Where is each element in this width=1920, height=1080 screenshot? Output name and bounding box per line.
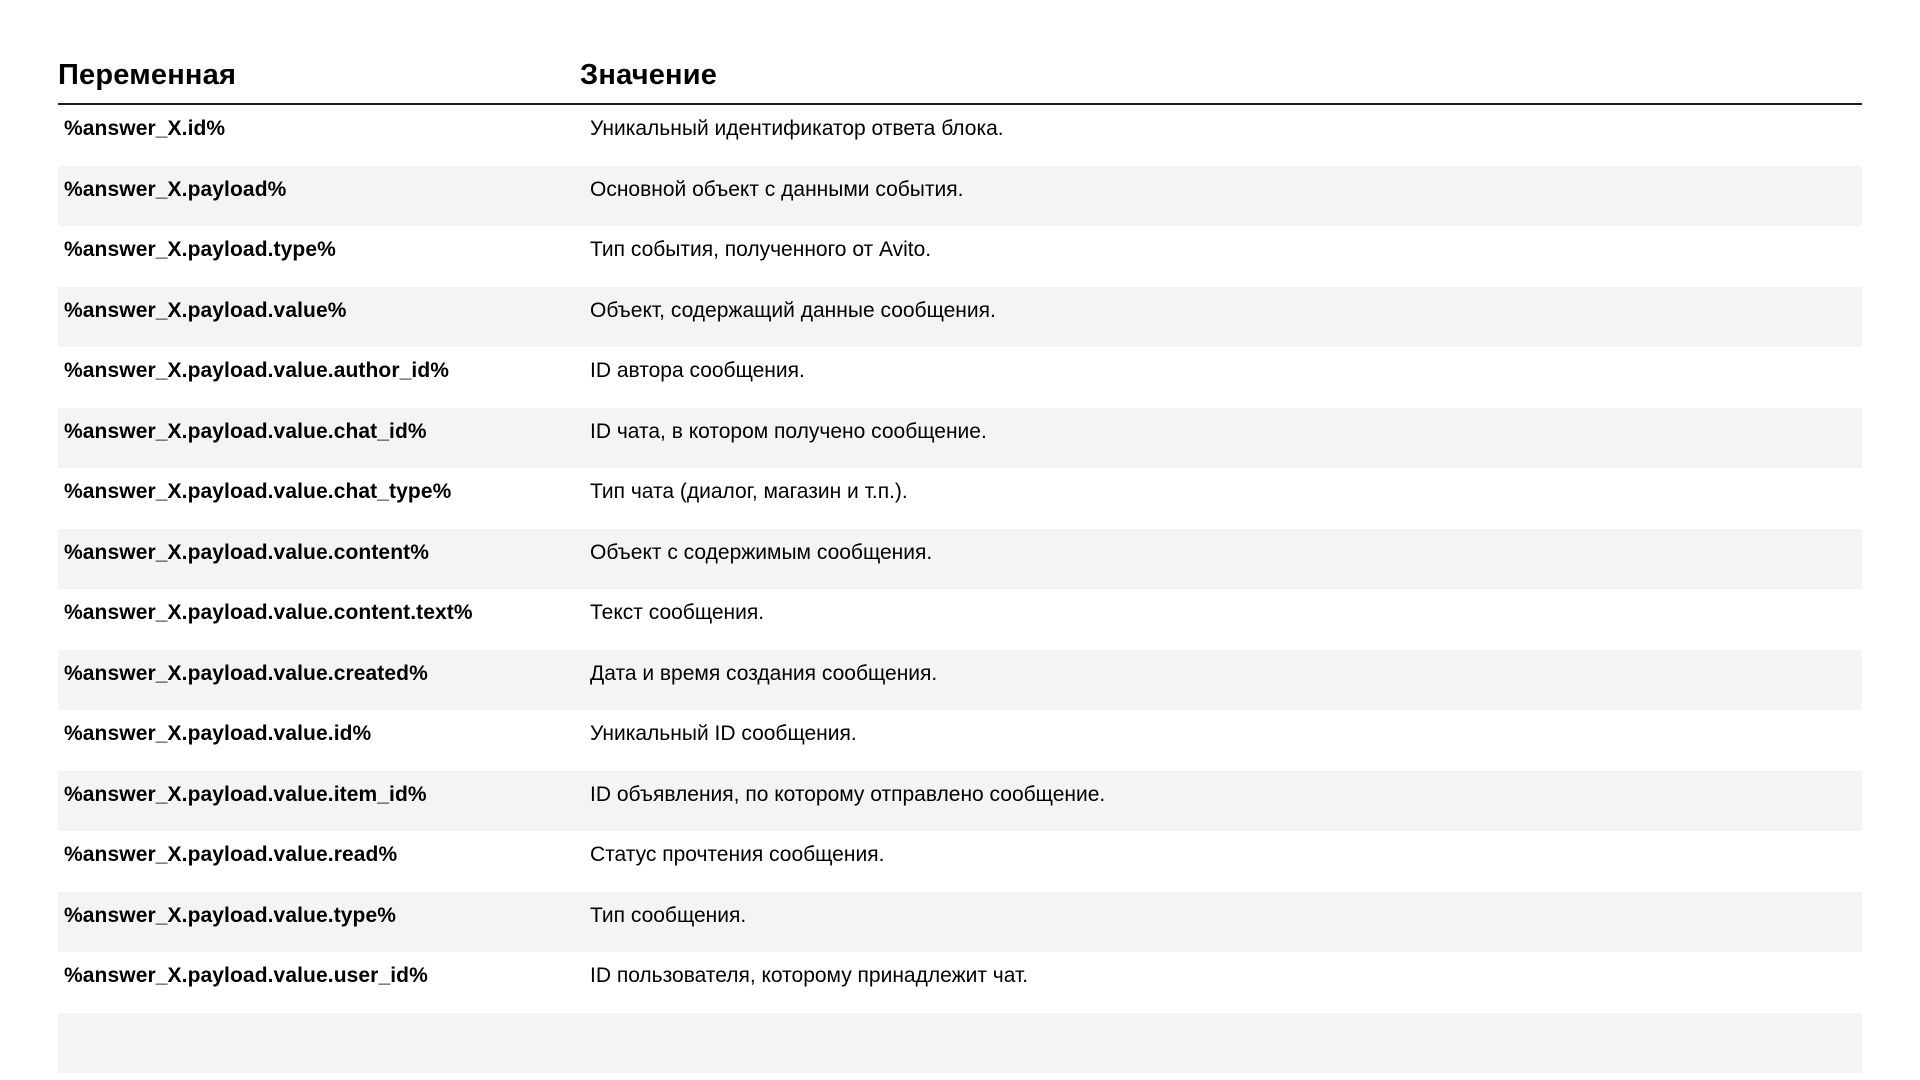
variable-cell: %answer_X.payload.value.user_id% — [64, 964, 428, 987]
variable-cell: %answer_X.payload.value.id% — [64, 722, 372, 745]
variable-cell: %answer_X.payload.value.read% — [64, 843, 398, 866]
variable-cell: %answer_X.payload.value.type% — [64, 903, 397, 927]
variable-cell: %answer_X.payload.value.author_id% — [64, 359, 450, 382]
variable-cell: %answer_X.payload.value.chat_id% — [64, 419, 427, 443]
column-header-variable: Переменная — [58, 59, 237, 91]
value-cell: ID чата, в котором получено сообщение. — [590, 419, 987, 443]
value-cell: Объект с содержимым сообщения. — [590, 540, 933, 564]
value-cell: ID автора сообщения. — [590, 359, 805, 382]
table-row: %answer_X.payload.value.user_id% ID поль… — [58, 952, 1862, 1013]
table-row-empty — [58, 1012, 1862, 1073]
table-row: %answer_X.payload.value.content% Объект … — [58, 528, 1862, 589]
table-row: %answer_X.payload.value.read% Статус про… — [58, 831, 1862, 892]
table-row: %answer_X.payload.value.chat_id% ID чата… — [58, 407, 1862, 468]
value-cell: Уникальный ID сообщения. — [590, 722, 857, 745]
variable-cell: %answer_X.payload.value.content.text% — [64, 601, 473, 624]
table-row: %answer_X.payload.value% Объект, содержа… — [58, 286, 1862, 347]
value-cell: Дата и время создания сообщения. — [590, 661, 938, 685]
table-row: %answer_X.payload.value.chat_type% Тип ч… — [58, 468, 1862, 529]
value-cell: Тип чата (диалог, магазин и т.п.). — [590, 480, 908, 503]
value-cell: Объект, содержащий данные сообщения. — [590, 298, 996, 322]
table-row: %answer_X.payload.value.item_id% ID объя… — [58, 770, 1862, 831]
variable-cell: %answer_X.payload.value.chat_type% — [64, 480, 452, 503]
variable-cell: %answer_X.payload.type% — [64, 238, 336, 261]
table-row: %answer_X.payload.value.type% Тип сообще… — [58, 891, 1862, 952]
variable-cell: %answer_X.payload.value.item_id% — [64, 782, 427, 806]
table-row: %answer_X.payload% Основной объект с дан… — [58, 165, 1862, 226]
variable-cell: %answer_X.payload% — [64, 177, 287, 201]
table-row: %answer_X.payload.value.id% Уникальный I… — [58, 710, 1862, 771]
table-row: %answer_X.payload.value.created% Дата и … — [58, 649, 1862, 710]
column-header-value: Значение — [580, 59, 718, 91]
variable-cell: %answer_X.id% — [64, 117, 226, 140]
value-cell: ID объявления, по которому отправлено со… — [590, 782, 1106, 806]
variable-cell: %answer_X.payload.value% — [64, 298, 347, 322]
value-cell: Уникальный идентификатор ответа блока. — [590, 117, 1004, 140]
table-row: %answer_X.payload.type% Тип события, пол… — [58, 226, 1862, 287]
value-cell: Текст сообщения. — [590, 601, 765, 624]
value-cell: ID пользователя, которому принадлежит ча… — [590, 964, 1029, 987]
table-row: %answer_X.payload.value.content.text% Те… — [58, 589, 1862, 650]
table-row: %answer_X.id% Уникальный идентификатор о… — [58, 105, 1862, 166]
table-row: %answer_X.payload.value.author_id% ID ав… — [58, 347, 1862, 408]
variables-table: Переменная Значение %answer_X.id% Уникал… — [58, 58, 1862, 1073]
value-cell: Тип события, полученного от Avito. — [590, 238, 932, 261]
variable-cell: %answer_X.payload.value.content% — [64, 540, 429, 564]
variable-cell: %answer_X.payload.value.created% — [64, 661, 428, 685]
table-header-row: Переменная Значение — [58, 58, 1862, 105]
value-cell: Тип сообщения. — [590, 903, 747, 927]
value-cell: Статус прочтения сообщения. — [590, 843, 885, 866]
value-cell: Основной объект с данными события. — [590, 177, 964, 201]
